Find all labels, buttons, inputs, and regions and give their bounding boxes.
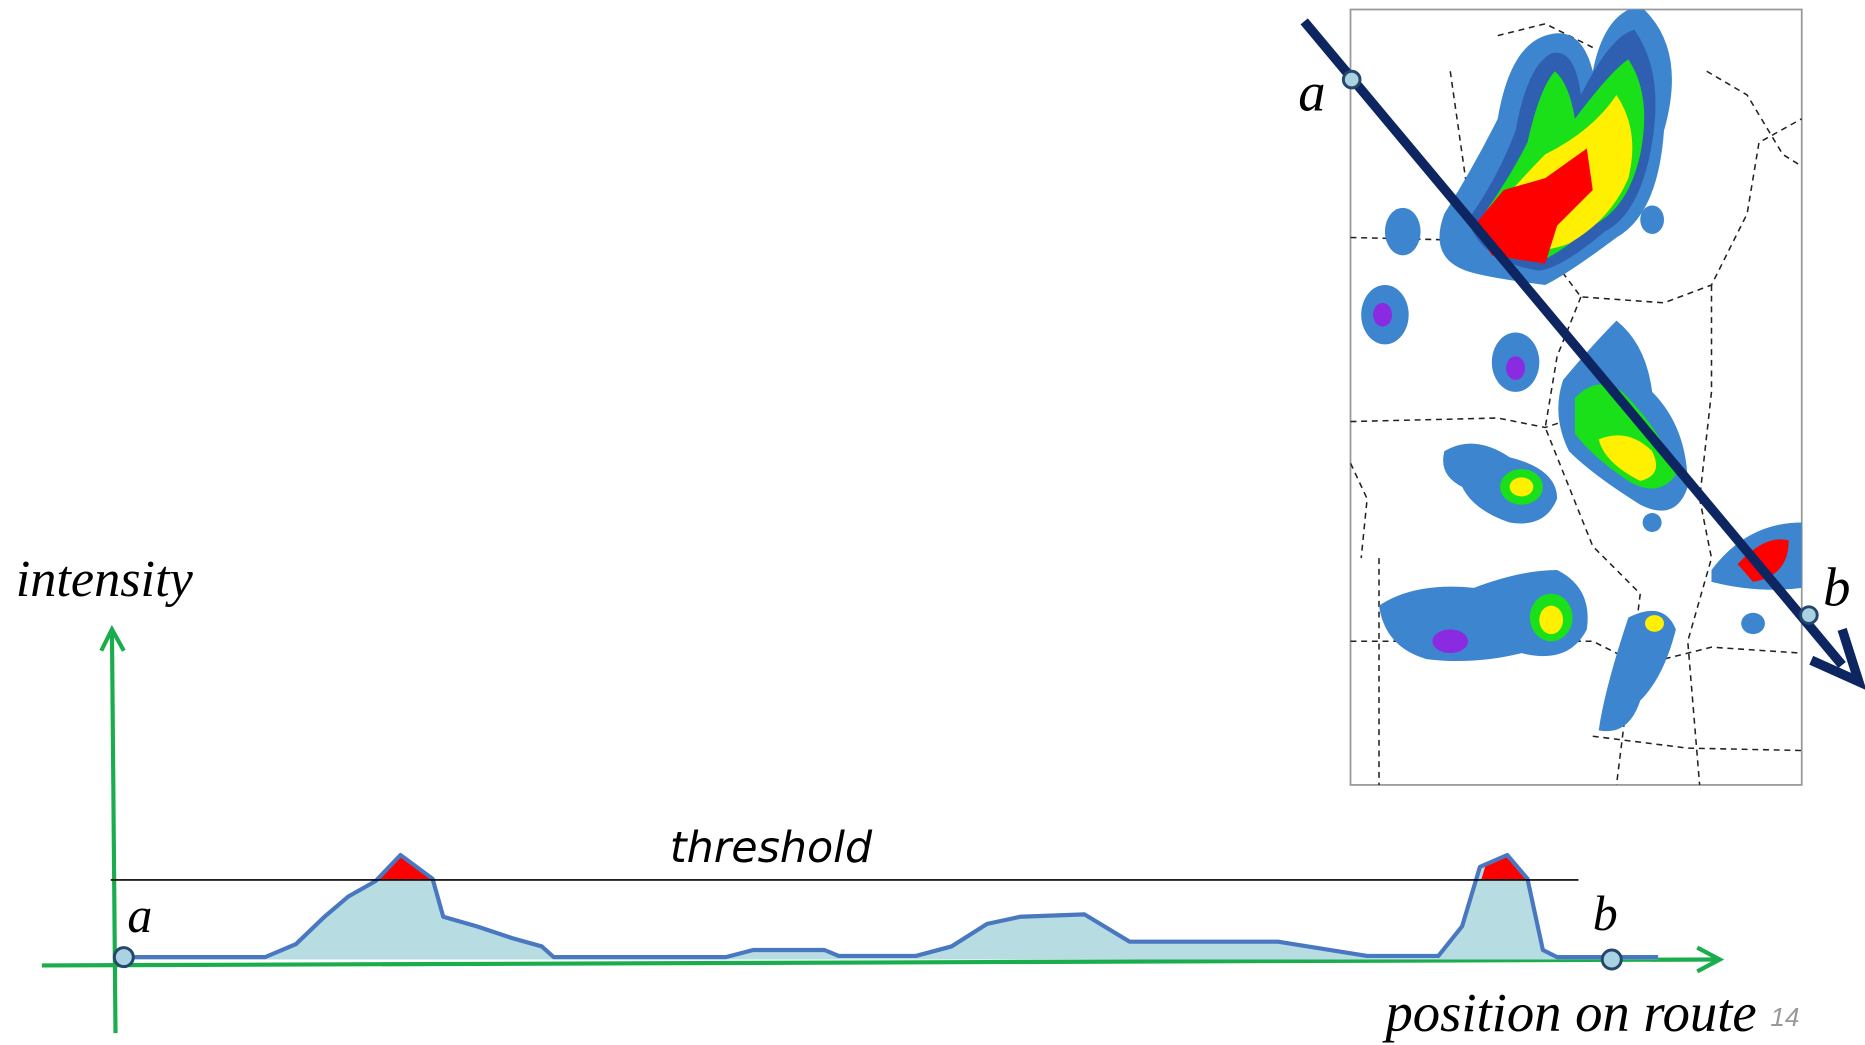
route-start-point bbox=[1343, 71, 1360, 88]
profile-area bbox=[124, 855, 1658, 960]
map-start-label: a bbox=[1298, 61, 1325, 122]
page-number: 14 bbox=[1770, 1002, 1799, 1032]
route-end-point bbox=[1801, 607, 1818, 624]
map-end-label: b bbox=[1823, 557, 1850, 618]
threshold-label: threshold bbox=[670, 823, 873, 873]
slide: a b intensity threshold a b position on … bbox=[0, 0, 1865, 1045]
profile-end-label: b bbox=[1593, 886, 1618, 941]
page: a b intensity threshold a b position on … bbox=[0, 0, 1865, 1045]
profile-start-point bbox=[114, 948, 133, 967]
profile-end-point bbox=[1602, 950, 1621, 969]
profile-start-label: a bbox=[127, 888, 152, 943]
x-axis-label: position on route bbox=[1381, 982, 1756, 1043]
radar-map: a b bbox=[1298, 6, 1859, 785]
y-axis-label: intensity bbox=[16, 550, 194, 608]
